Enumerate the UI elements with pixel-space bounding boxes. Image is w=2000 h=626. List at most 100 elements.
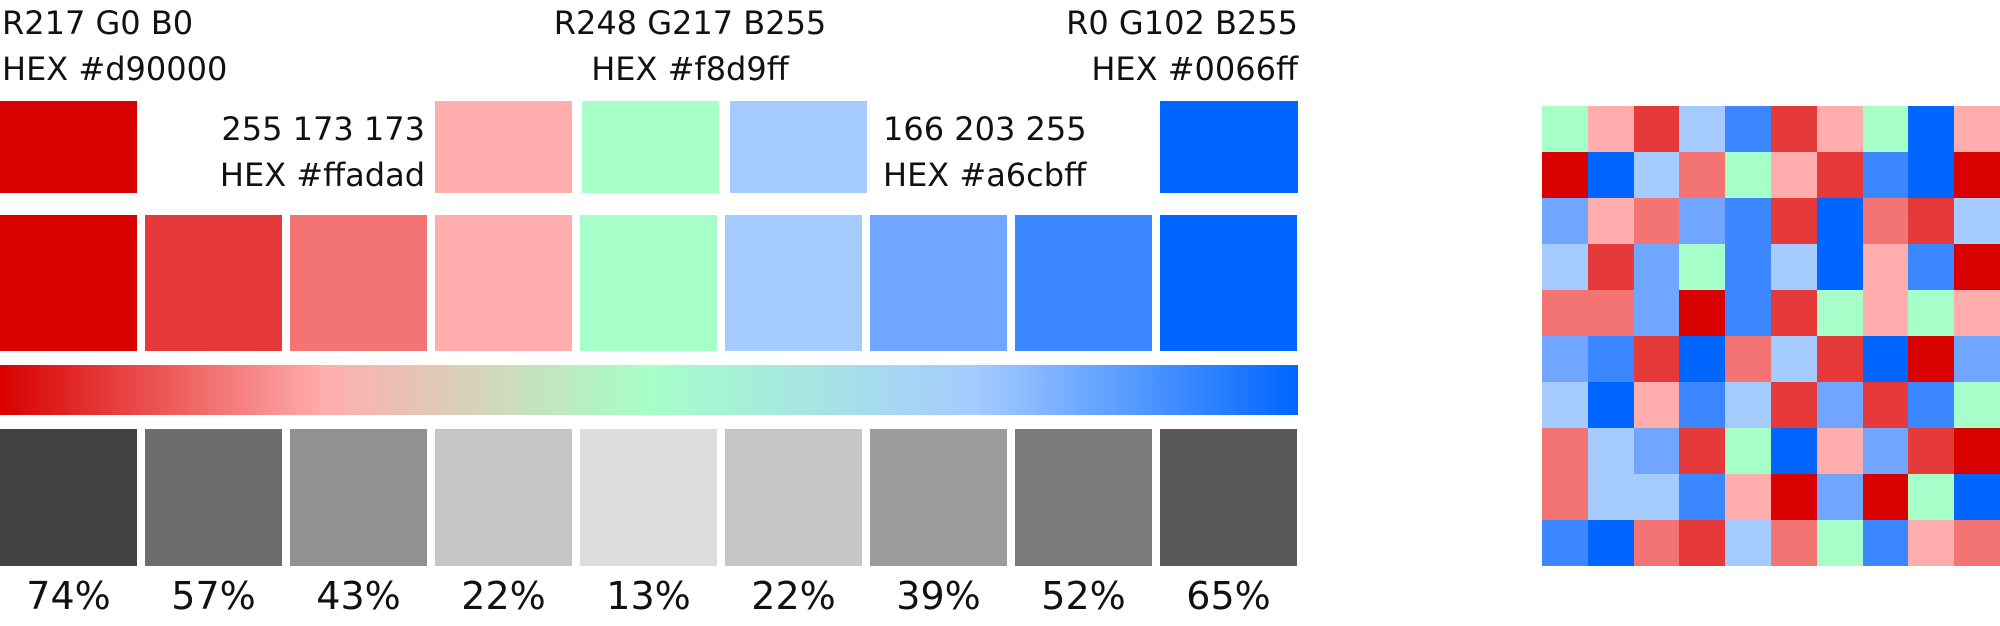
mosaic-cell (1633, 198, 1680, 244)
mosaic-cell (1725, 244, 1771, 290)
luminance-label: 39% (896, 574, 981, 618)
luminance-label: 22% (461, 574, 546, 618)
mosaic-cell (1908, 474, 1955, 520)
anchor-blue-rgb: R0 G102 B255 (1066, 4, 1298, 42)
mosaic-cell (1633, 428, 1680, 474)
mosaic-cell (1862, 474, 1909, 520)
mosaic-cell (1954, 336, 2000, 382)
mosaic-cell (1770, 474, 1817, 520)
mosaic-cell (1954, 244, 2000, 290)
pink-rgb: 255 173 173 (221, 110, 425, 148)
mosaic-cell (1770, 290, 1817, 336)
mosaic-cell (1587, 290, 1634, 336)
color-swatch (290, 215, 427, 351)
mosaic-cell (1542, 106, 1588, 152)
mosaic-cell (1908, 336, 1955, 382)
mosaic-cell (1954, 520, 2000, 566)
mosaic-cell (1679, 290, 1726, 336)
mosaic-cell (1679, 520, 1726, 566)
mosaic-cell (1770, 152, 1817, 198)
gradient-bar (0, 365, 1298, 415)
mosaic-cell (1679, 474, 1726, 520)
mosaic-cell (1954, 428, 2000, 474)
mosaic-cell (1679, 106, 1726, 152)
top-swatch-blue (1160, 101, 1298, 193)
mosaic-cell (1633, 152, 1680, 198)
gray-swatch (1160, 429, 1297, 566)
mosaic-cell (1816, 152, 1863, 198)
mosaic-cell (1954, 290, 2000, 336)
mosaic-cell (1679, 244, 1726, 290)
mosaic-cell (1587, 244, 1634, 290)
luminance-label: 13% (606, 574, 691, 618)
mosaic-cell (1816, 106, 1863, 152)
top-swatch-red (0, 101, 137, 193)
mosaic-cell (1770, 106, 1817, 152)
mosaic-cell (1725, 106, 1771, 152)
mosaic-cell (1633, 290, 1680, 336)
mosaic-cell (1908, 428, 1955, 474)
mosaic-cell (1770, 382, 1817, 428)
mosaic-cell (1633, 520, 1680, 566)
mosaic-cell (1542, 474, 1588, 520)
luminance-label: 74% (26, 574, 111, 618)
top-swatch-pink (435, 101, 572, 193)
color-swatch (870, 215, 1007, 351)
gray-swatch (580, 429, 717, 566)
mosaic-cell (1587, 336, 1634, 382)
mosaic-cell (1816, 198, 1863, 244)
anchor-red-label: R217 G0 B0 HEX #d90000 (2, 0, 227, 92)
mosaic-cell (1862, 198, 1909, 244)
top-swatch-lightblue (730, 101, 867, 193)
mosaic-cell (1725, 336, 1771, 382)
luminance-label: 65% (1186, 574, 1271, 618)
mosaic-cell (1633, 244, 1680, 290)
mosaic-cell (1725, 520, 1771, 566)
mosaic-cell (1542, 244, 1588, 290)
color-swatch (1015, 215, 1152, 351)
mosaic-cell (1816, 244, 1863, 290)
mosaic-cell (1770, 336, 1817, 382)
mosaic-cell (1770, 198, 1817, 244)
mosaic-cell (1542, 290, 1588, 336)
color-swatch (435, 215, 572, 351)
mosaic-cell (1816, 428, 1863, 474)
mosaic-cell (1542, 382, 1588, 428)
mosaic-cell (1633, 474, 1680, 520)
mosaic-cell (1725, 198, 1771, 244)
mosaic-cell (1542, 428, 1588, 474)
gray-swatch (0, 429, 137, 566)
anchor-blue-label: R0 G102 B255 HEX #0066ff (898, 0, 1298, 92)
pink-label: 255 173 173 HEX #ffadad (150, 106, 425, 198)
color-swatch (1160, 215, 1297, 351)
anchor-mid-label: R248 G217 B255 HEX #f8d9ff (440, 0, 940, 92)
mosaic-cell (1725, 428, 1771, 474)
color-swatch (145, 215, 282, 351)
mosaic-cell (1679, 152, 1726, 198)
anchor-mid-rgb: R248 G217 B255 (553, 4, 827, 42)
lightblue-label: 166 203 255 HEX #a6cbff (883, 106, 1087, 198)
color-swatch (580, 215, 717, 351)
mosaic-cell (1862, 336, 1909, 382)
mosaic-cell (1816, 290, 1863, 336)
top-swatch-mint (582, 101, 719, 193)
mosaic-cell (1725, 290, 1771, 336)
luminance-label-row: 74% 57% 43% 22% 13% 22% 39% 52% 65% (0, 571, 1300, 621)
mosaic-cell (1542, 336, 1588, 382)
gray-swatch (290, 429, 427, 566)
mosaic-cell (1954, 152, 2000, 198)
color-swatch-row (0, 215, 1298, 351)
lightblue-rgb: 166 203 255 (883, 110, 1087, 148)
color-mosaic (1542, 106, 2000, 566)
mosaic-cell (1908, 152, 1955, 198)
mosaic-cell (1587, 152, 1634, 198)
luminance-label: 52% (1041, 574, 1126, 618)
mosaic-cell (1679, 428, 1726, 474)
mosaic-cell (1770, 428, 1817, 474)
gray-swatch-row (0, 429, 1298, 566)
color-swatch (725, 215, 862, 351)
mosaic-cell (1954, 106, 2000, 152)
mosaic-cell (1633, 106, 1680, 152)
lightblue-hex: HEX #a6cbff (883, 156, 1087, 194)
mosaic-cell (1587, 520, 1634, 566)
